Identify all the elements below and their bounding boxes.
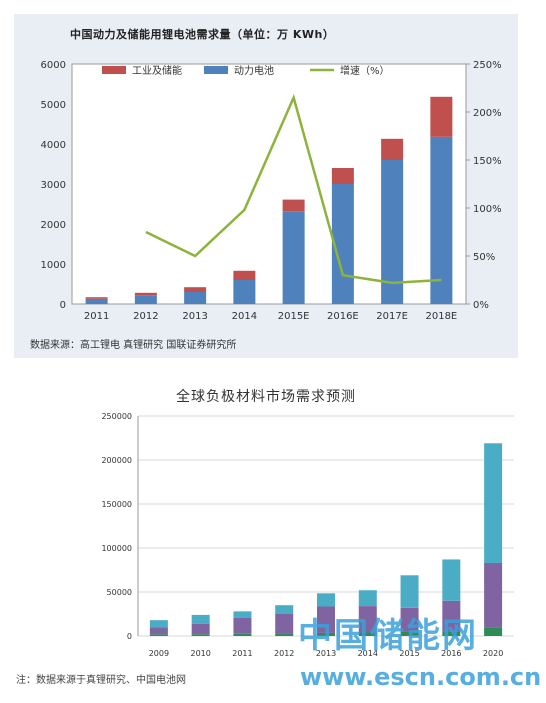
chart1-bar-power — [282, 211, 305, 304]
chart1-y-tick: 3000 — [41, 180, 66, 191]
chart2-bar-seg1 — [233, 617, 252, 634]
chart1-legend-label: 增速（%） — [340, 64, 390, 77]
chart2-title: 全球负极材料市场需求预测 — [176, 389, 356, 405]
chart1-plot-area — [71, 63, 467, 305]
chart1-bar-power — [381, 160, 404, 304]
chart1-x-tick: 2014 — [232, 311, 257, 322]
chart1-y-tick: 1000 — [41, 260, 66, 271]
chart2-bar-seg0 — [191, 634, 210, 636]
chart2-bar-seg0 — [149, 634, 168, 636]
chart2-bar-seg0 — [484, 627, 503, 636]
chart2-bar-seg0 — [233, 633, 252, 636]
chart2-bar-seg0 — [275, 633, 294, 636]
chart2-bar-seg0 — [442, 631, 461, 636]
chart2-bar-seg1 — [442, 600, 461, 632]
chart2-x-tick: 2014 — [358, 649, 378, 658]
chart2-x-tick: 2013 — [316, 649, 336, 658]
chart2-svg: 0 50000 100000 150000 200000 250000 2009 2010 20… — [101, 412, 514, 658]
chart2-y-tick: 50000 — [107, 588, 132, 597]
chart2-x-tick: 2009 — [149, 649, 169, 658]
chart2-bar-seg1 — [275, 614, 294, 634]
chart1-bar-industrial — [184, 287, 207, 292]
chart2-bar-seg2 — [275, 605, 294, 614]
chart1-legend-label: 工业及储能 — [132, 64, 182, 77]
chart1-y2-tick: 0% — [473, 300, 489, 311]
chart2-x-tick: 2016 — [441, 649, 461, 658]
chart2-x-tick: 2015 — [399, 649, 419, 658]
chart1-bar-industrial — [331, 168, 354, 184]
chart1-x-tick: 2013 — [182, 311, 207, 322]
chart1-y2-tick: 250% — [473, 60, 502, 71]
chart1-y-tick: 5000 — [41, 100, 66, 111]
chart2-bar-seg2 — [149, 620, 168, 628]
chart2-bar-seg2 — [484, 443, 503, 563]
chart2-bar-seg0 — [317, 632, 335, 636]
chart2-bar-seg1 — [149, 627, 168, 635]
chart1-legend-swatch — [204, 66, 228, 74]
chart1-bar-power — [430, 136, 453, 304]
chart1-y2-tick: 100% — [473, 204, 502, 215]
watermark-name: 中国储能网 — [298, 616, 478, 656]
chart1-svg: 0 1000 2000 3000 4000 5000 6000 0% 50% 100% 150% 20… — [41, 60, 502, 322]
chart2-bar-seg1 — [317, 606, 335, 633]
chart2-y-tick: 0 — [127, 632, 132, 641]
chart2-bar-seg0 — [358, 632, 377, 636]
chart1-bar-industrial — [233, 270, 256, 280]
chart2-bar-seg0 — [400, 631, 419, 636]
chart1-y-tick: 6000 — [41, 60, 66, 71]
chart2-bar-seg2 — [191, 614, 210, 624]
chart2-bar-seg2 — [233, 611, 252, 618]
chart2-bar-seg2 — [317, 593, 335, 607]
chart1-bar-power — [184, 292, 207, 304]
chart1-y2-tick: 50% — [473, 252, 495, 263]
chart2-y-tick: 200000 — [101, 456, 132, 465]
chart1-legend-swatch — [102, 66, 126, 74]
chart1-x-tick: 2012 — [133, 311, 158, 322]
chart1-y2-tick: 150% — [473, 156, 502, 167]
chart1-y-tick: 4000 — [41, 140, 66, 151]
chart2-x-tick: 2020 — [483, 649, 503, 658]
chart1-title: 中国动力及储能用锂电池需求量（单位：万 KWh） — [70, 28, 335, 41]
chart1-y-tick: 2000 — [41, 220, 66, 231]
chart1-source: 数据来源：高工锂电 真锂研究 国联证券研究所 — [30, 340, 237, 351]
chart2-panel: 全球负极材料市场需求预测 0 50000 100000 150000 200000 250… — [14, 378, 518, 690]
chart1-x-tick: 2015E — [278, 311, 310, 322]
chart2-bar-seg1 — [358, 606, 377, 633]
chart1-bar-industrial — [282, 199, 305, 212]
chart1-x-tick: 2016E — [327, 311, 359, 322]
chart2-y-tick: 150000 — [101, 500, 132, 509]
chart1-x-tick: 2011 — [84, 311, 109, 322]
chart2-bar-seg1 — [400, 607, 419, 632]
chart1-panel: 中国动力及储能用锂电池需求量（单位：万 KWh） 0 1000 2000 3000 40… — [14, 14, 518, 358]
footnote: 注：数据来源于真锂研究、中国电池网 — [16, 675, 186, 686]
chart1-bar-industrial — [381, 138, 404, 160]
chart1-bar-industrial — [134, 292, 157, 296]
chart2-y-tick: 250000 — [101, 412, 132, 421]
chart1-x-tick: 2018E — [425, 311, 457, 322]
chart2-x-tick: 2011 — [232, 649, 252, 658]
chart1-bar-industrial — [430, 96, 453, 137]
chart2-bar-seg2 — [400, 575, 419, 608]
chart1-bar-power — [331, 184, 354, 304]
chart2-bar-seg2 — [442, 559, 461, 601]
chart1-legend-label: 动力电池 — [234, 64, 274, 77]
chart2-x-tick: 2012 — [274, 649, 294, 658]
chart1-bar-power — [85, 298, 108, 304]
chart1-growth-line — [145, 93, 442, 285]
chart2-bar-seg1 — [191, 623, 210, 635]
chart1-x-tick: 2017E — [376, 311, 408, 322]
chart2-y-tick: 100000 — [101, 544, 132, 553]
chart1-y2-tick: 200% — [473, 108, 502, 119]
chart2-bar-seg1 — [484, 562, 503, 628]
chart2-bar-seg2 — [358, 590, 377, 607]
chart1-bar-industrial — [85, 297, 108, 299]
chart1-bar-power — [233, 280, 256, 304]
watermark-url: www.escn.com.cn — [300, 663, 542, 691]
chart1-bar-power — [134, 295, 157, 304]
chart2-x-tick: 2010 — [190, 649, 210, 658]
chart1-y-tick: 0 — [60, 300, 66, 311]
